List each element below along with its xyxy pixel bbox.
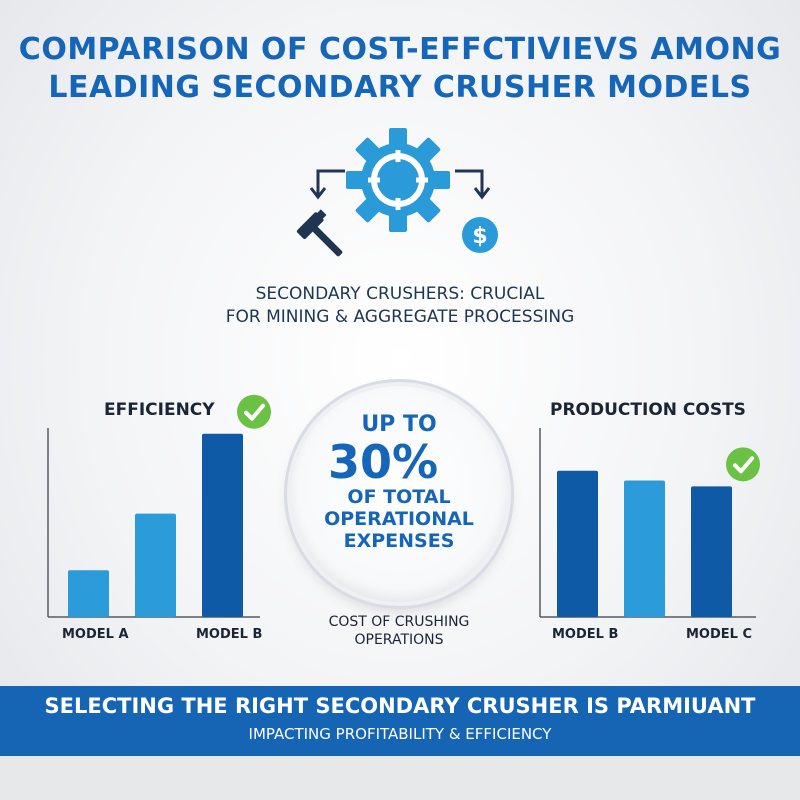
efficiency-category-label: MODEL A xyxy=(62,627,129,642)
center-caption-line-2: OPERATIONS xyxy=(354,632,444,648)
production-costs-bar-2 xyxy=(624,480,665,617)
gear-icon xyxy=(346,128,450,232)
arrow-down-icon-right xyxy=(455,169,491,200)
production-costs-bar-1 xyxy=(557,470,598,617)
efficiency-chart-bars xyxy=(68,433,243,617)
check-icon xyxy=(726,447,760,482)
banner-headline: SELECTING THE RIGHT SECONDARY CRUSHER IS… xyxy=(44,694,756,718)
center-stat-line-3: OF TOTAL xyxy=(347,486,451,508)
bottom-banner xyxy=(0,686,800,756)
efficiency-bar-3 xyxy=(202,433,243,617)
page-title-line-2: LEADING SECONDARY CRUSHER MODELS xyxy=(48,70,752,105)
center-stat-percent: 30% xyxy=(327,435,439,489)
center-stat-circle xyxy=(291,386,507,602)
production-costs-category-label: MODEL C xyxy=(686,627,753,642)
efficiency-bar-1 xyxy=(68,570,109,617)
efficiency-bar-2 xyxy=(135,513,176,617)
center-stat-line-5: EXPENSES xyxy=(343,530,455,552)
efficiency-chart-title: EFFICIENCY xyxy=(104,400,215,420)
check-icons xyxy=(237,394,760,482)
production-costs-category-label: MODEL B xyxy=(552,627,619,642)
subtitle-line-2: FOR MINING & AGGREGATE PROCESSING xyxy=(225,307,575,327)
hammer-icon xyxy=(296,209,343,257)
subtitle-line-1: SECONDARY CRUSHERS: CRUCIAL xyxy=(255,284,545,304)
production-costs-chart-bars xyxy=(557,470,732,617)
production-costs-chart-title: PRODUCTION COSTS xyxy=(550,400,746,420)
footer-strip xyxy=(0,756,800,800)
check-icon xyxy=(237,394,271,429)
production-costs-bar-3 xyxy=(691,486,732,617)
center-stat-line-4: OPERATIONAL xyxy=(324,508,474,530)
center-stat-line-1: UP TO xyxy=(361,412,437,437)
page-title-line-1: COMPARISON OF COST-EFFCTIVIEVS AMONG xyxy=(18,32,782,67)
arrow-down-icon-left xyxy=(309,169,345,200)
center-caption-line-1: COST OF CRUSHING xyxy=(328,614,470,630)
dollar-icon: $ xyxy=(462,217,498,253)
efficiency-category-label: MODEL B xyxy=(196,627,263,642)
svg-text:$: $ xyxy=(472,224,487,249)
banner-subline: IMPACTING PROFITABILITY & EFFICIENCY xyxy=(248,725,552,743)
